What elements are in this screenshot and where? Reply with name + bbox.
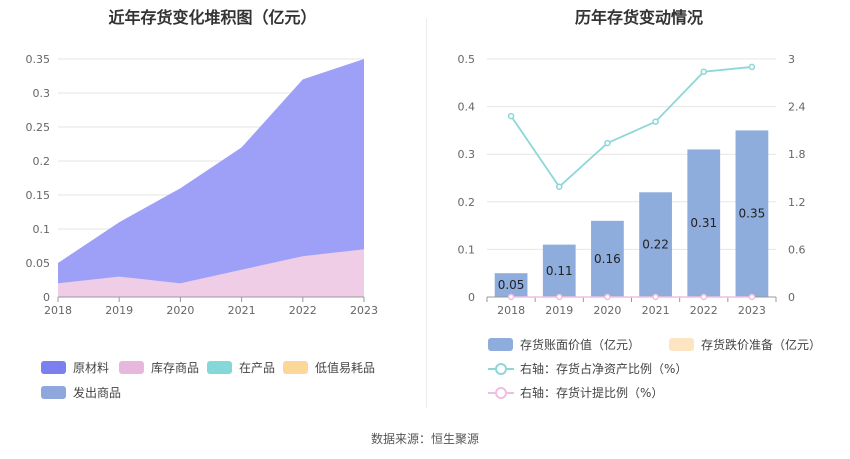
x-tick-label: 2018 xyxy=(497,304,525,317)
legend-label: 库存商品 xyxy=(151,361,200,375)
legend-item[interactable]: 存货账面价值（亿元） xyxy=(488,336,640,353)
legend-label: 发出商品 xyxy=(73,386,122,400)
bar-label-bg xyxy=(496,278,527,293)
legend-item[interactable]: 低值易耗品 xyxy=(283,359,375,376)
legend-swatch xyxy=(41,386,66,399)
legend-item[interactable]: 原材料 xyxy=(41,359,109,376)
x-tick-label: 2018 xyxy=(44,304,72,317)
area-库存商品 xyxy=(58,249,364,297)
bar-value-label: 0.05 xyxy=(498,278,525,292)
legend-item[interactable]: 库存商品 xyxy=(119,359,199,376)
y-right-tick-label: 1.2 xyxy=(788,196,806,209)
stacked-area-chart: 0 0.05 0.1 0.15 0.2 0.25 0.3 0.35 2018 2019 2020 20… xyxy=(26,53,379,317)
left-chart-panel: 近年存货变化堆积图（亿元） 0 0.05 0.1 0.15 0.2 0.25 0.3 0.35… xyxy=(0,0,425,410)
bar-line-chart: 0 0.1 0.2 0.3 0.4 0.5 0 0.6 1.2 1.8 2.4 3 2018 2019 20… xyxy=(458,53,806,317)
right-chart-title: 历年存货变动情况 xyxy=(574,8,703,27)
x-tick-label: 2021 xyxy=(228,304,256,317)
bar-label-bg xyxy=(592,251,623,266)
point-provision-ratio xyxy=(700,293,707,301)
legend-swatch xyxy=(488,338,513,351)
bar-value-label: 0.31 xyxy=(690,216,717,230)
left-chart-title: 近年存货变化堆积图（亿元） xyxy=(108,8,317,27)
y-left-tick-label: 0.4 xyxy=(458,101,476,114)
y-tick-label: 0.1 xyxy=(33,223,51,236)
legend-item[interactable]: 右轴：存货占净资产比例（%） xyxy=(488,360,687,377)
legend-label: 右轴：存货占净资产比例（%） xyxy=(520,362,688,376)
legend-item[interactable]: 在产品 xyxy=(207,359,275,376)
x-tick-label: 2020 xyxy=(166,304,194,317)
y-left-tick-label: 0.5 xyxy=(458,53,476,66)
bar-label-bg xyxy=(736,206,767,221)
y-tick-label: 0.15 xyxy=(26,189,51,202)
legend-label: 原材料 xyxy=(73,361,110,375)
x-tick-label: 2022 xyxy=(289,304,317,317)
y-left-tick-label: 0 xyxy=(468,291,475,304)
point-net-asset-ratio xyxy=(700,68,707,75)
y-tick-label: 0.05 xyxy=(26,257,51,270)
bar-value-label: 0.35 xyxy=(739,207,766,221)
y-right-tick-label: 0.6 xyxy=(788,243,806,256)
bar-label-bg xyxy=(544,263,575,278)
point-provision-ratio xyxy=(604,293,611,301)
legend-swatch xyxy=(488,362,514,376)
data-source: 数据来源：恒生聚源 xyxy=(370,432,479,446)
y-tick-label: 0.2 xyxy=(33,155,51,168)
point-provision-ratio xyxy=(748,293,756,301)
point-net-asset-ratio xyxy=(507,112,515,120)
x-tick-label: 2020 xyxy=(593,304,621,317)
legend-label: 存货账面价值（亿元） xyxy=(520,338,641,352)
x-tick-label: 2019 xyxy=(105,304,133,317)
legend-swatch xyxy=(41,361,66,374)
point-provision-ratio xyxy=(507,293,515,301)
legend-item[interactable]: 存货跌价准备（亿元） xyxy=(669,336,821,353)
point-net-asset-ratio xyxy=(556,183,563,190)
y-tick-label: 0.35 xyxy=(26,53,51,66)
y-right-tick-label: 0 xyxy=(788,291,795,304)
legend-label: 在产品 xyxy=(239,361,276,375)
y-left-tick-label: 0.2 xyxy=(458,196,476,209)
legend-swatch xyxy=(283,361,308,374)
x-tick-label: 2023 xyxy=(350,304,378,317)
bar-value-label: 0.11 xyxy=(546,264,573,278)
x-tick-label: 2022 xyxy=(690,304,718,317)
legend-swatch xyxy=(207,361,232,374)
y-right-tick-label: 2.4 xyxy=(788,101,806,114)
legend-swatch xyxy=(488,386,514,400)
point-net-asset-ratio xyxy=(652,118,659,125)
area-原材料 xyxy=(58,59,364,284)
y-tick-label: 0.3 xyxy=(33,87,51,100)
point-net-asset-ratio xyxy=(604,139,611,147)
panel-divider xyxy=(426,18,427,408)
y-tick-label: 0.25 xyxy=(26,121,51,134)
y-left-tick-label: 0.1 xyxy=(458,243,476,256)
legend-label: 存货跌价准备（亿元） xyxy=(701,338,822,352)
legend-item[interactable]: 右轴：存货计提比例（%） xyxy=(488,384,663,401)
y-right-tick-label: 1.8 xyxy=(788,148,806,161)
y-left-tick-label: 0.3 xyxy=(458,148,476,161)
bar-value-label: 0.22 xyxy=(642,238,669,252)
legend-swatch xyxy=(669,338,694,351)
y-right-tick-label: 3 xyxy=(788,53,795,66)
y-tick-label: 0 xyxy=(43,291,50,304)
right-chart-panel: 历年存货变动情况 0 0.1 0.2 0.3 0.4 0.5 0 0.6 1.2 1.8 2.4 3 2… xyxy=(428,0,850,410)
bar-label-bg xyxy=(688,216,719,231)
x-tick-label: 2023 xyxy=(738,304,766,317)
legend-label: 右轴：存货计提比例（%） xyxy=(520,386,664,400)
bar-value-label: 0.16 xyxy=(594,252,621,266)
x-tick-label: 2019 xyxy=(545,304,573,317)
point-net-asset-ratio xyxy=(748,63,756,71)
bar-label-bg xyxy=(640,237,671,252)
x-tick-label: 2021 xyxy=(642,304,670,317)
legend-swatch xyxy=(119,361,144,374)
point-provision-ratio xyxy=(652,293,659,301)
point-provision-ratio xyxy=(556,293,563,301)
legend-label: 低值易耗品 xyxy=(315,361,376,375)
legend-item[interactable]: 发出商品 xyxy=(41,384,121,401)
line-net-asset-ratio xyxy=(510,66,753,189)
